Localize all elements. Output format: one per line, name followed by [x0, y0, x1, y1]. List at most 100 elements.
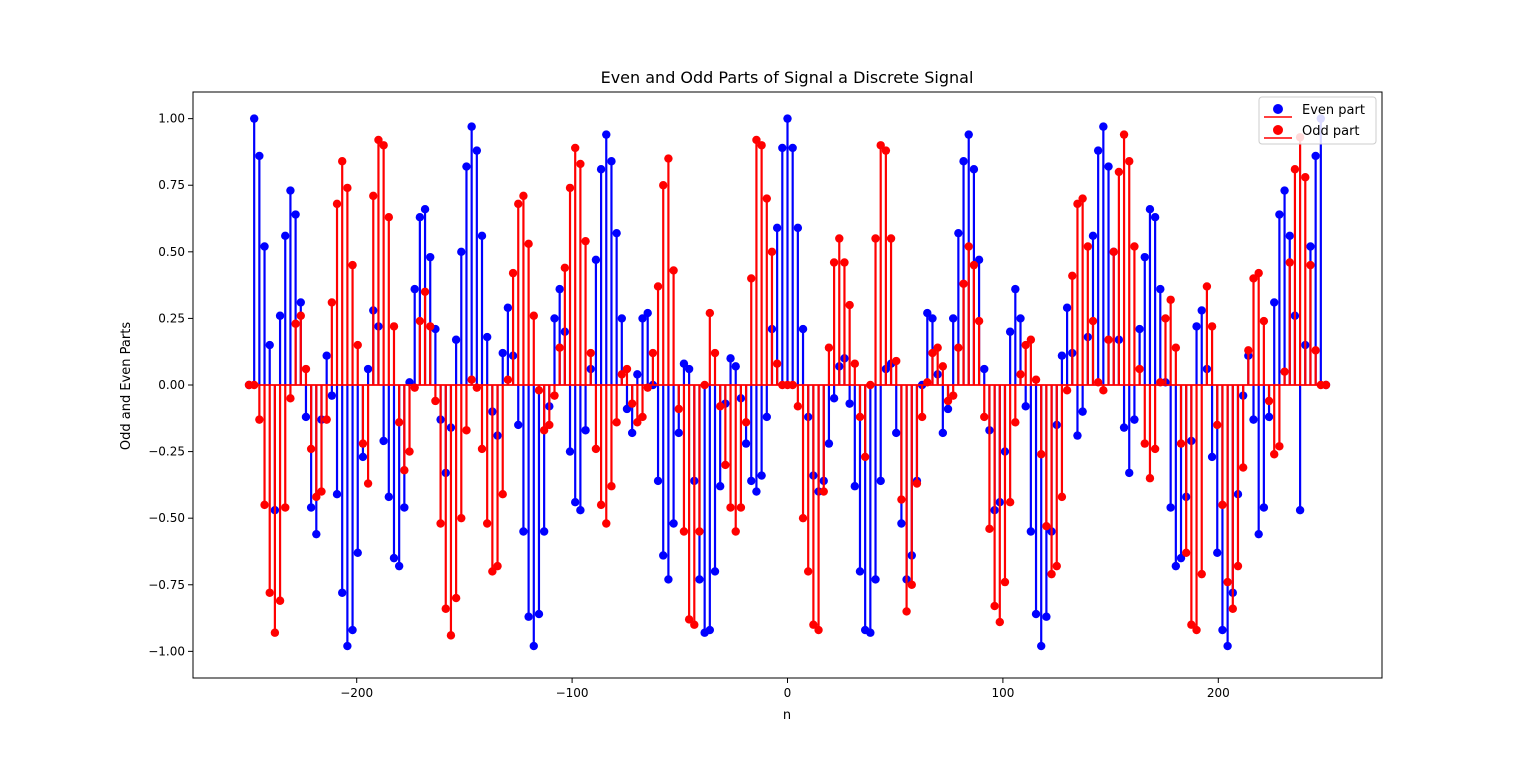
stem-marker [571, 144, 579, 152]
legend-label-odd: Odd part [1302, 124, 1360, 139]
stem-marker [1213, 421, 1221, 429]
stem-marker [1135, 365, 1143, 373]
stem-marker [726, 354, 734, 362]
legend-marker-even [1273, 104, 1283, 114]
stem-marker [1146, 205, 1154, 213]
stem-marker [954, 229, 962, 237]
stem-marker [291, 210, 299, 218]
stem-marker [1223, 642, 1231, 650]
legend: Even part Odd part [1259, 97, 1376, 144]
stem-marker [1161, 314, 1169, 322]
stem-marker [669, 266, 677, 274]
stem-marker [467, 122, 475, 130]
stem-marker [737, 503, 745, 511]
stem-marker [1198, 306, 1206, 314]
stem-marker [897, 519, 905, 527]
x-axis-label: n [783, 708, 791, 723]
stem-marker [897, 495, 905, 503]
stem-marker [695, 527, 703, 535]
stem-marker [799, 514, 807, 522]
stem-marker [416, 317, 424, 325]
stem-marker [612, 418, 620, 426]
stem-marker [587, 349, 595, 357]
stem-marker [457, 514, 465, 522]
stem-marker [431, 397, 439, 405]
stem-marker [338, 157, 346, 165]
stem-marker [1166, 503, 1174, 511]
stem-marker [390, 322, 398, 330]
stem-marker [965, 130, 973, 138]
stem-marker [478, 232, 486, 240]
stem-marker [1166, 296, 1174, 304]
y-tick-label: 1.00 [158, 112, 185, 126]
stem-marker [281, 232, 289, 240]
stem-marker [1208, 453, 1216, 461]
legend-marker-odd [1273, 125, 1283, 135]
stem-marker [1218, 626, 1226, 634]
stem-marker [291, 320, 299, 328]
stem-marker [1182, 549, 1190, 557]
stem-marker [654, 282, 662, 290]
stem-marker [752, 487, 760, 495]
stem-marker [1265, 413, 1273, 421]
stem-marker [1073, 431, 1081, 439]
stem-marker [985, 525, 993, 533]
stem-marker [1151, 213, 1159, 221]
stem-marker [1130, 415, 1138, 423]
stem-marker [825, 344, 833, 352]
stem-marker [1053, 562, 1061, 570]
stem-marker [395, 418, 403, 426]
stem-marker [825, 439, 833, 447]
stem-marker [457, 248, 465, 256]
stem-marker [866, 629, 874, 637]
y-tick-label: 0.50 [158, 245, 185, 259]
stem-marker [1265, 397, 1273, 405]
stem-marker [716, 402, 724, 410]
stem-marker [447, 631, 455, 639]
stem-marker [550, 391, 558, 399]
stem-marker [354, 341, 362, 349]
stem-marker [483, 333, 491, 341]
stem-marker [395, 562, 403, 570]
stem-marker [882, 146, 890, 154]
stem-marker [1280, 367, 1288, 375]
stem-marker [757, 141, 765, 149]
stem-marker [1089, 317, 1097, 325]
stem-marker [405, 447, 413, 455]
stem-marker [742, 439, 750, 447]
stem-marker [1249, 415, 1257, 423]
stem-marker [400, 503, 408, 511]
stem-marker [1047, 570, 1055, 578]
stem-marker [1192, 322, 1200, 330]
stem-marker [835, 234, 843, 242]
stem-marker [250, 114, 258, 122]
stem-marker [1063, 386, 1071, 394]
stem-marker [1068, 272, 1076, 280]
y-tick-label: −0.50 [148, 511, 185, 525]
stem-marker [473, 146, 481, 154]
stem-marker [747, 477, 755, 485]
stem-marker [1016, 370, 1024, 378]
stem-marker [519, 192, 527, 200]
stem-marker [1198, 570, 1206, 578]
stem-marker [659, 551, 667, 559]
stem-marker [612, 229, 620, 237]
stem-marker [1032, 610, 1040, 618]
stem-marker [726, 503, 734, 511]
stem-marker [462, 426, 470, 434]
stem-marker [954, 344, 962, 352]
stem-marker [1291, 165, 1299, 173]
y-axis-label: Odd and Even Parts [119, 322, 134, 450]
stem-marker [851, 482, 859, 490]
stem-marker [452, 336, 460, 344]
stem-marker [856, 567, 864, 575]
stem-marker [845, 399, 853, 407]
stem-marker [747, 274, 755, 282]
stem-marker [297, 312, 305, 320]
stem-marker [778, 144, 786, 152]
stem-marker [949, 391, 957, 399]
y-tick-label: −0.75 [148, 578, 185, 592]
stem-marker [514, 200, 522, 208]
stem-marker [421, 205, 429, 213]
stem-marker [260, 501, 268, 509]
